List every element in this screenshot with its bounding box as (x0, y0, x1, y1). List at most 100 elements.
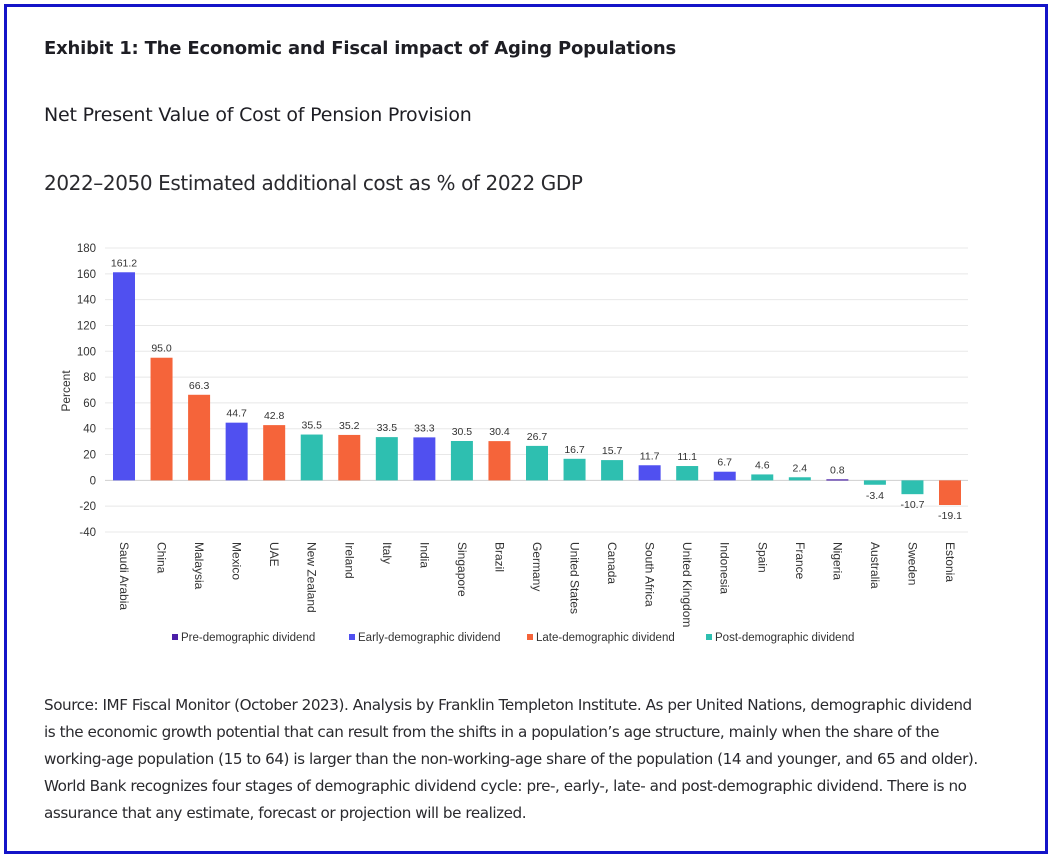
data-label: 161.2 (111, 257, 137, 269)
exhibit-title: Exhibit 1: The Economic and Fiscal impac… (44, 38, 677, 59)
data-label: 30.5 (452, 426, 473, 438)
bar-united-states (563, 458, 586, 481)
bar-spain (751, 474, 774, 481)
y-axis-label: Percent (59, 370, 73, 412)
x-tick-label: Canada (605, 542, 619, 584)
data-label: 33.5 (377, 422, 398, 434)
gridlines (105, 247, 968, 533)
y-tick-label: -20 (79, 501, 96, 513)
bar-canada (601, 460, 624, 481)
bars (113, 272, 961, 506)
x-tick-label: France (793, 542, 807, 580)
x-tick-label: Italy (380, 542, 394, 564)
data-label: 35.2 (339, 420, 360, 432)
x-tick-label: Indonesia (718, 542, 732, 594)
data-label: 0.8 (830, 464, 845, 476)
y-tick-label: 20 (83, 450, 96, 462)
bar-brazil (488, 441, 511, 481)
x-tick-label: Malaysia (192, 542, 206, 590)
y-tick-label: 100 (77, 346, 96, 358)
data-label: 66.3 (189, 380, 210, 392)
x-tick-label: United States (568, 542, 582, 614)
x-tick-label: Brazil (492, 542, 506, 572)
x-tick-label: South Africa (643, 542, 657, 607)
legend-label-early: Early-demographic dividend (358, 632, 501, 644)
legend-label-late: Late-demographic dividend (536, 632, 675, 644)
data-label: 4.6 (755, 459, 770, 471)
x-tick-label: Ireland (342, 542, 356, 579)
x-tick-label: Saudi Arabia (117, 542, 131, 610)
x-tick-label: India (417, 542, 431, 568)
chart-subtitle: 2022–2050 Estimated additional cost as %… (44, 171, 583, 195)
x-tick-label: Germany (530, 542, 544, 591)
bar-indonesia (713, 471, 736, 481)
legend: Pre-demographic dividend Early-demographi… (172, 632, 854, 644)
data-label: -19.1 (938, 510, 962, 522)
data-label: 11.1 (677, 451, 697, 463)
x-tick-label: Australia (868, 542, 882, 589)
x-tick-label: China (155, 542, 169, 574)
bar-france (788, 477, 811, 481)
x-tick-label: UAE (267, 542, 281, 567)
data-label: 15.7 (602, 445, 623, 457)
data-label: 6.7 (717, 457, 732, 469)
bar-china (150, 357, 173, 481)
bar-south-africa (638, 465, 661, 481)
bar-united-kingdom (676, 466, 699, 481)
y-tick-label: 140 (77, 295, 96, 307)
bar-australia (863, 480, 886, 485)
data-labels: 161.2 95.0 66.3 44.7 42.8 35.5 35.2 33.5 33.3 30.… (111, 257, 962, 522)
x-tick-label: Mexico (230, 542, 244, 580)
y-tick-label: 0 (90, 475, 96, 487)
bar-sweden (901, 480, 924, 495)
x-tick-label: Estonia (943, 542, 957, 582)
data-label: 44.7 (226, 408, 247, 420)
y-tick-label: 120 (77, 320, 96, 332)
x-tick-label: Singapore (455, 542, 469, 597)
legend-label-pre: Pre-demographic dividend (181, 632, 315, 644)
bar-mexico (225, 422, 248, 481)
y-axis-ticks: -40 -20 0 20 40 60 80 100 120 140 160 180 (77, 243, 96, 539)
data-label: 2.4 (793, 462, 808, 474)
bar-uae (263, 425, 286, 481)
bar-india (413, 437, 436, 481)
chart-title: Net Present Value of Cost of Pension Pro… (44, 104, 472, 126)
data-label: 26.7 (527, 431, 548, 443)
data-label: 33.3 (414, 422, 435, 434)
data-label: -3.4 (866, 490, 884, 502)
data-label: -10.7 (900, 499, 924, 511)
bar-saudi-arabia (113, 272, 135, 481)
source-note: Source: IMF Fiscal Monitor (October 2023… (44, 696, 978, 822)
y-tick-label: 160 (77, 269, 96, 281)
data-label: 35.5 (302, 420, 323, 432)
legend-swatch-early (349, 634, 355, 640)
legend-label-post: Post-demographic dividend (715, 632, 854, 644)
legend-swatch-late (527, 634, 533, 640)
x-tick-label: United Kingdom (680, 542, 694, 627)
y-tick-label: -40 (79, 527, 96, 539)
data-label: 42.8 (264, 410, 285, 422)
bar-estonia (939, 480, 961, 506)
data-label: 11.7 (640, 450, 660, 462)
y-tick-label: 60 (83, 398, 96, 410)
bar-ireland (338, 434, 361, 481)
bar-nigeria (826, 479, 849, 481)
bar-italy (375, 437, 398, 481)
data-label: 30.4 (489, 426, 510, 438)
y-tick-label: 180 (77, 243, 96, 255)
legend-swatch-post (706, 634, 712, 640)
x-tick-label: Sweden (905, 542, 919, 585)
bar-germany (526, 445, 548, 481)
y-tick-label: 40 (83, 424, 96, 436)
bar-singapore (450, 440, 473, 481)
x-axis-ticks: Saudi Arabia China Malaysia Mexico UAE New Ze… (117, 542, 957, 627)
bar-malaysia (188, 394, 211, 481)
x-tick-label: Spain (755, 542, 769, 573)
data-label: 95.0 (151, 343, 172, 355)
x-tick-label: Nigeria (830, 542, 844, 580)
bar-new-zealand (300, 434, 323, 481)
y-tick-label: 80 (83, 372, 96, 384)
legend-swatch-pre (172, 634, 178, 640)
bar-chart: -40 -20 0 20 40 60 80 100 120 140 160 180 Percent 1… (59, 243, 968, 644)
data-label: 16.7 (564, 444, 585, 456)
